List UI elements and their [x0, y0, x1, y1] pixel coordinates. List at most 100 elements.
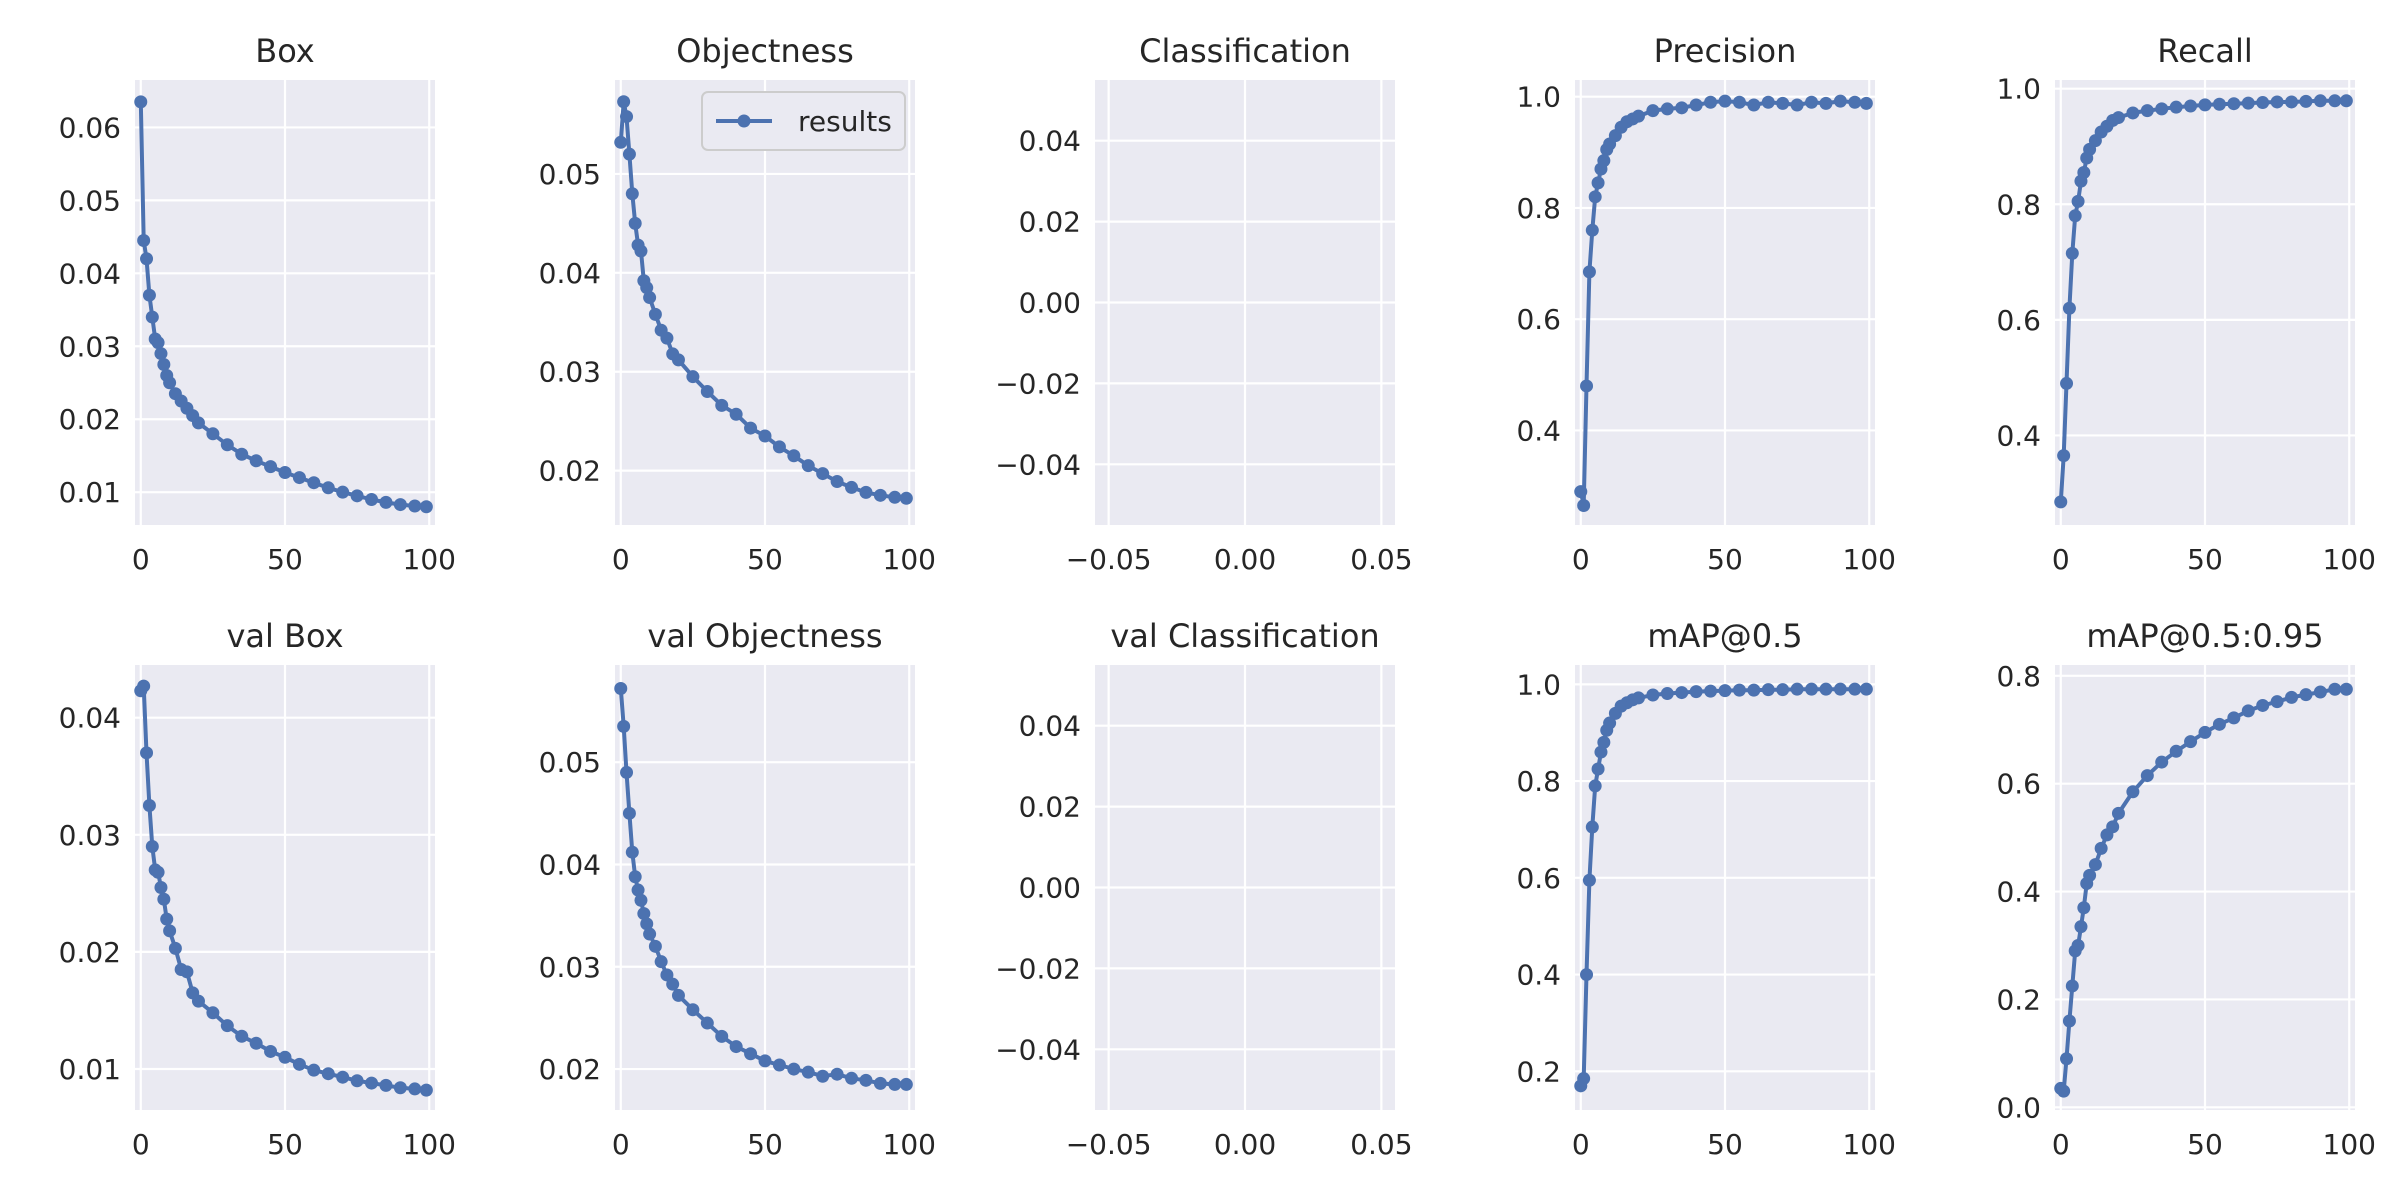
data-point — [614, 135, 628, 149]
y-tick-label: 0.02 — [539, 455, 601, 488]
y-tick-label: 0.4 — [1516, 414, 1561, 447]
data-point — [154, 347, 168, 361]
data-point — [1704, 684, 1718, 698]
data-point — [2313, 94, 2327, 108]
x-tick-label: 0 — [612, 543, 630, 576]
y-tick-label: 0.06 — [59, 111, 121, 144]
data-point — [700, 385, 714, 398]
panel-precision: 0 50 100 0.4 0.6 0.8 1.0 Precision — [1516, 32, 1895, 576]
y-tick-label: 0.04 — [59, 702, 121, 735]
data-point — [336, 485, 350, 499]
panel-objectness: 0 50 100 0.02 0.03 0.04 0.05 Objectness results — [539, 32, 936, 576]
data-point — [637, 907, 651, 921]
x-tick-label: 100 — [403, 1128, 456, 1161]
data-point — [2241, 704, 2255, 718]
data-point — [640, 917, 654, 931]
y-tick-label: 0.04 — [1019, 125, 1081, 158]
data-point — [2065, 246, 2079, 260]
x-tick-label: 50 — [267, 1128, 303, 1161]
data-point — [1574, 485, 1588, 499]
y-tick-label: 0.0 — [1996, 1091, 2041, 1124]
data-point — [180, 965, 194, 979]
data-point — [249, 1036, 263, 1050]
data-point — [620, 765, 634, 779]
data-point — [2169, 744, 2183, 758]
data-point — [1790, 98, 1804, 112]
data-point — [758, 429, 772, 443]
data-point — [168, 941, 182, 955]
data-point — [1582, 873, 1596, 887]
data-point — [1790, 682, 1804, 696]
data-point — [648, 307, 662, 321]
x-tick-label: 0 — [612, 1128, 630, 1161]
y-tick-label: 0.01 — [59, 476, 121, 509]
data-point — [307, 1063, 321, 1077]
y-tick-label: 0.00 — [1019, 872, 1081, 905]
data-point — [620, 110, 634, 124]
data-point — [628, 216, 642, 230]
data-point — [700, 1016, 714, 1030]
data-point — [845, 1071, 859, 1085]
panel-title: Objectness — [676, 32, 854, 70]
data-point — [2071, 194, 2085, 208]
data-point — [321, 1067, 335, 1081]
data-point — [2299, 94, 2313, 108]
x-tick-label: 100 — [883, 1128, 936, 1161]
data-point — [235, 1029, 249, 1043]
data-point — [634, 244, 648, 258]
y-tick-label: 0.8 — [1996, 660, 2041, 693]
data-point — [2299, 688, 2313, 702]
y-tick-label: −0.04 — [995, 1033, 1081, 1066]
data-point — [2060, 1052, 2074, 1066]
panel-title: Box — [255, 32, 314, 70]
data-point — [744, 1047, 758, 1061]
data-point — [1747, 683, 1761, 697]
x-tick-label: 50 — [747, 1128, 783, 1161]
y-tick-label: 0.00 — [1019, 287, 1081, 320]
data-point — [1704, 95, 1718, 109]
data-point — [2106, 820, 2120, 834]
y-tick-label: 0.6 — [1996, 768, 2041, 801]
y-tick-label: 1.0 — [1996, 73, 2041, 106]
data-point — [2057, 1084, 2071, 1098]
y-tick-label: 0.01 — [59, 1053, 121, 1086]
data-point — [1582, 265, 1596, 279]
x-tick-label: 100 — [2323, 1128, 2376, 1161]
x-tick-label: 50 — [747, 543, 783, 576]
y-tick-label: 0.8 — [1516, 765, 1561, 798]
y-tick-label: 0.02 — [1019, 206, 1081, 239]
data-point — [2071, 938, 2085, 952]
data-point — [206, 427, 220, 441]
data-point — [1718, 94, 1732, 108]
x-tick-label: 50 — [2187, 1128, 2223, 1161]
data-point — [145, 310, 159, 324]
data-point — [1859, 96, 1873, 110]
data-point — [140, 252, 154, 266]
y-tick-label: 0.03 — [59, 819, 121, 852]
y-tick-label: 0.2 — [1996, 983, 2041, 1016]
x-tick-label: −0.05 — [1066, 543, 1152, 576]
data-point — [2111, 806, 2125, 820]
data-point — [859, 1073, 873, 1087]
x-tick-label: 0 — [2052, 543, 2070, 576]
data-point — [292, 1057, 306, 1071]
data-point — [1580, 379, 1594, 393]
data-point — [1848, 682, 1862, 696]
data-point — [888, 490, 902, 504]
data-point — [2065, 979, 2079, 993]
x-tick-label: −0.05 — [1066, 1128, 1152, 1161]
data-point — [729, 1040, 743, 1054]
y-tick-label: 0.02 — [1019, 791, 1081, 824]
panel-title: Recall — [2157, 32, 2252, 70]
legend-box — [701, 91, 906, 151]
data-point — [899, 1077, 913, 1091]
data-point — [1597, 154, 1611, 168]
panel-title: Precision — [1654, 32, 1797, 70]
x-tick-label: 0 — [132, 1128, 150, 1161]
data-point — [2256, 698, 2270, 712]
data-point — [628, 870, 642, 884]
panel-title: Classification — [1139, 32, 1351, 70]
data-point — [830, 1067, 844, 1081]
data-point — [2077, 165, 2091, 179]
